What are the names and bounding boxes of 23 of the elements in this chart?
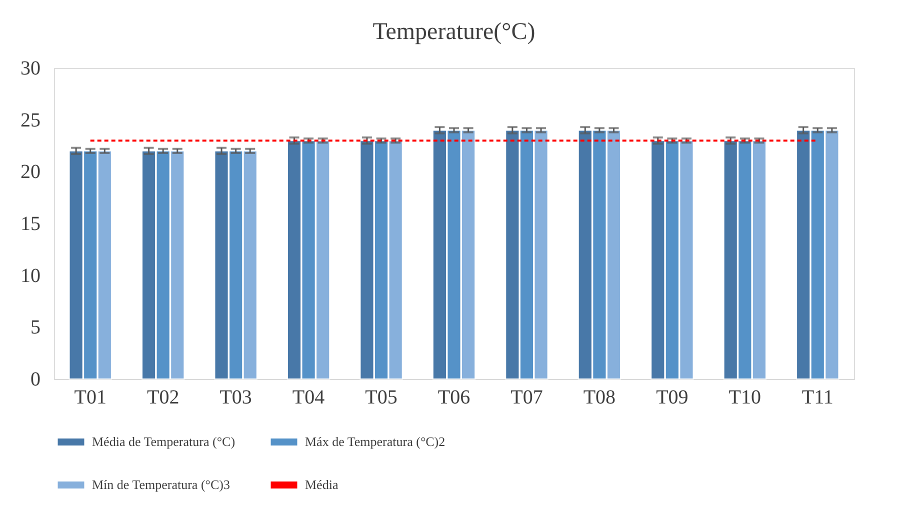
y-tick-label: 10 [20,264,40,287]
y-tick-label: 30 [20,58,40,80]
y-tick-label: 5 [30,316,40,339]
x-tick-label: T10 [728,386,762,408]
x-tick-label: T08 [583,386,616,408]
x-tick-label: T09 [656,386,688,408]
x-tick-label: T03 [220,386,252,408]
x-tick-label: T04 [292,386,325,408]
y-tick-label: 15 [20,213,40,235]
x-tick-label: T11 [802,386,834,408]
legend-label: Máx de Temperatura (°C)2 [305,434,446,449]
chart-title: Temperature(°C) [372,19,536,45]
x-tick-label: T06 [438,386,470,408]
x-tick-label: T02 [146,386,180,408]
legend-label: Mín de Temperatura (°C)3 [92,477,230,492]
x-tick-label: T01 [74,386,106,408]
y-tick-label: 0 [30,368,40,390]
x-tick-label: T07 [510,386,543,408]
x-tick-label: T05 [365,386,398,408]
legend-label: Média [305,477,338,492]
legend-label: Média de Temperatura (°C) [92,434,236,449]
y-tick-label: 25 [20,109,40,132]
y-tick-label: 20 [20,161,40,184]
